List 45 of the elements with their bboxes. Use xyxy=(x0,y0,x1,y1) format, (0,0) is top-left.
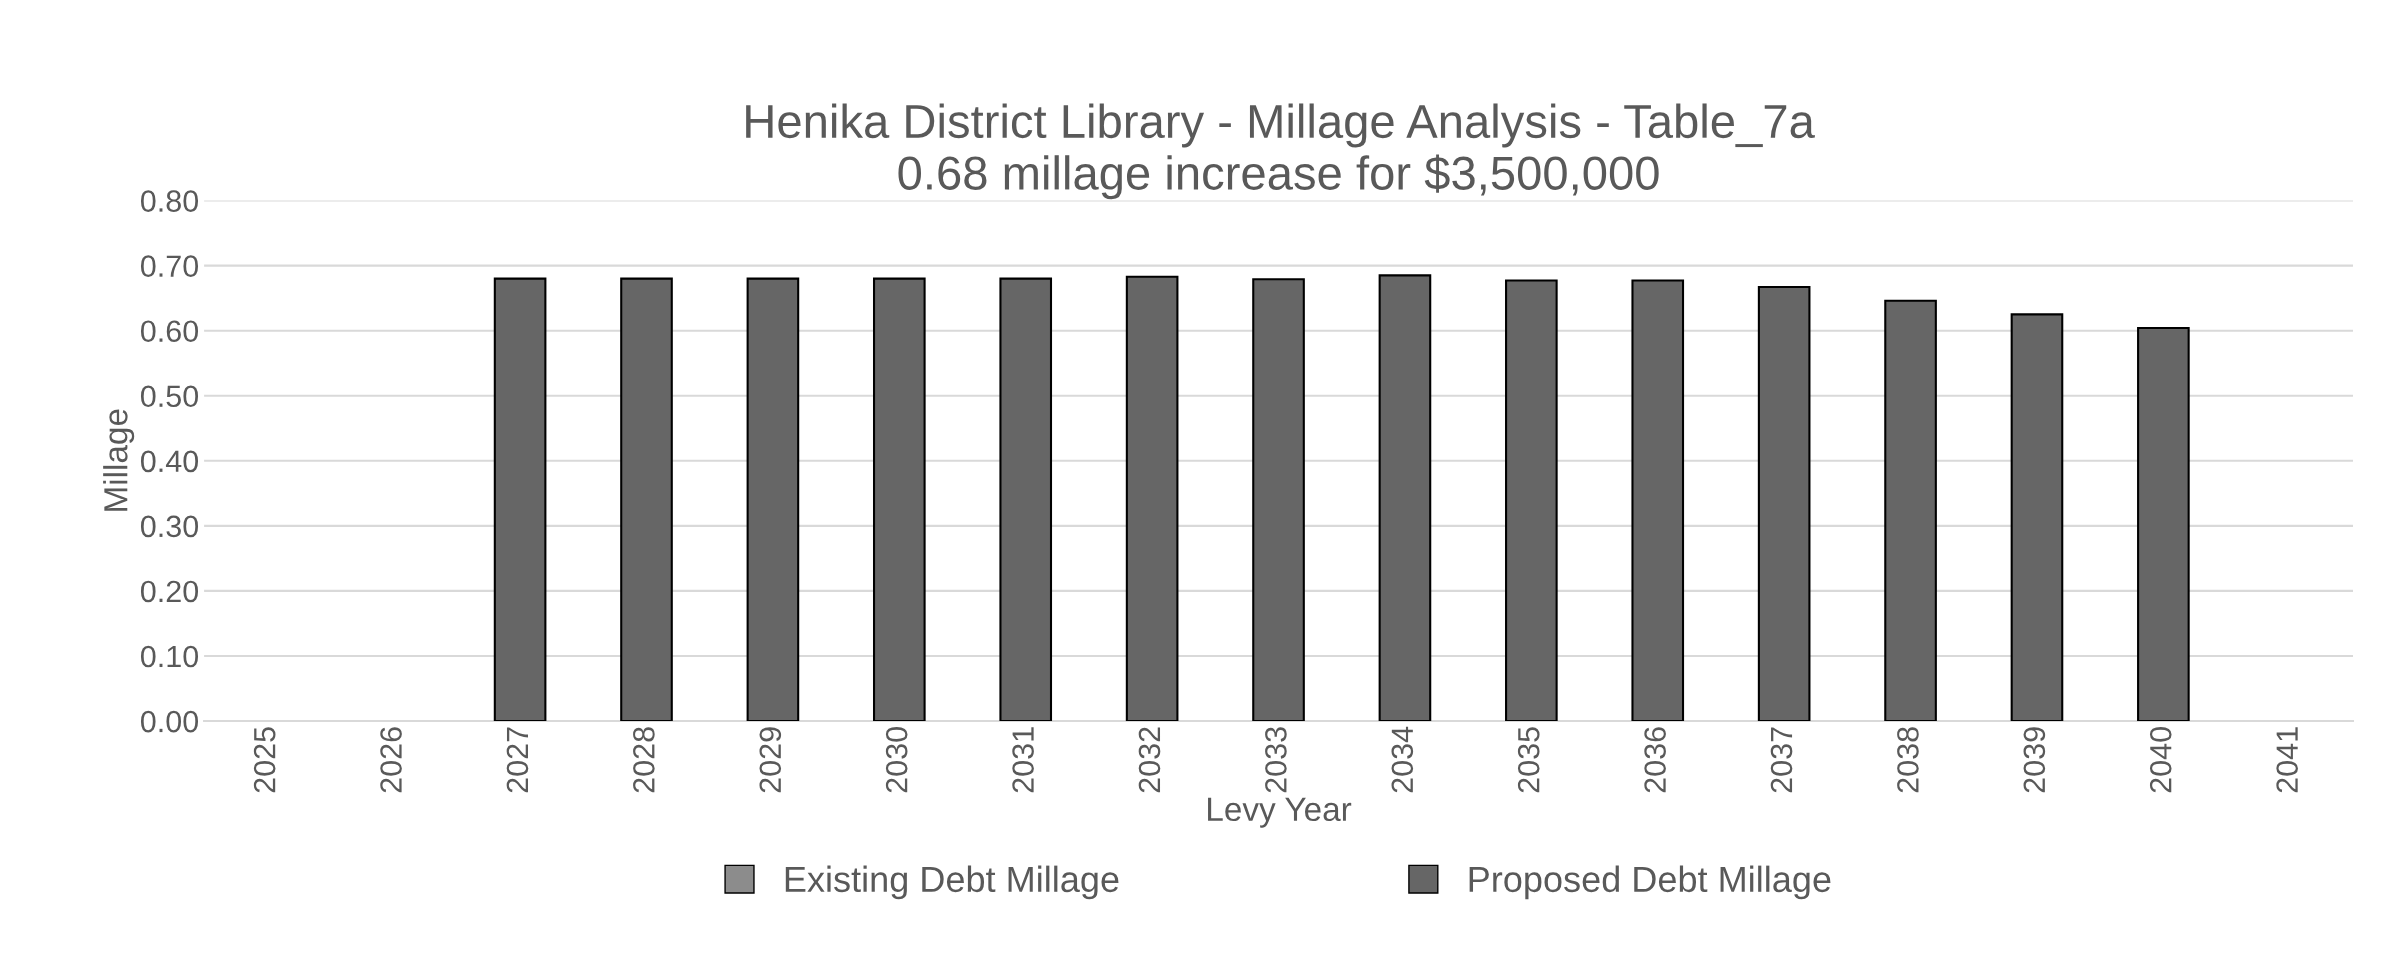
bar xyxy=(1884,299,1937,722)
x-tick-label: 2025 xyxy=(253,727,276,793)
x-tick-label: 2029 xyxy=(759,727,782,793)
y-tick-label: 0.10 xyxy=(140,645,199,668)
y-axis-title: Millage xyxy=(103,409,135,511)
y-tick-label: 0.40 xyxy=(140,450,199,473)
bar xyxy=(2137,327,2190,722)
x-tick-label: 2026 xyxy=(380,727,402,793)
bar xyxy=(1125,275,1179,722)
x-tick-label: 2036 xyxy=(1644,727,1666,793)
y-tick-label: 0.20 xyxy=(140,580,199,603)
bar xyxy=(620,277,673,722)
bar xyxy=(1378,274,1432,722)
bar xyxy=(2010,313,2064,722)
bar xyxy=(746,277,800,722)
x-tick-label: 2028 xyxy=(633,727,655,793)
x-tick-label: 2032 xyxy=(1138,727,1161,793)
bar xyxy=(1631,279,1685,722)
bar xyxy=(1505,279,1558,722)
x-tick-label: 2037 xyxy=(1770,727,1793,793)
y-tick-label: 0.30 xyxy=(140,515,199,538)
x-tick-label: 2040 xyxy=(2149,727,2172,793)
x-tick-label: 2034 xyxy=(1391,726,1414,793)
bar xyxy=(872,277,926,722)
bar xyxy=(493,277,547,722)
y-tick-label: 0.00 xyxy=(140,710,199,733)
y-tick-label: 0.50 xyxy=(140,385,199,408)
bar xyxy=(1757,286,1811,722)
y-tick-label: 0.60 xyxy=(140,320,199,343)
x-tick-label: 2035 xyxy=(1517,727,1540,793)
x-tick-label: 2027 xyxy=(506,727,529,793)
x-axis-title: Levy Year xyxy=(1208,797,1352,828)
y-tick-label: 0.70 xyxy=(140,255,199,277)
y-tick-label: 0.80 xyxy=(140,190,199,212)
x-tick-label: 2031 xyxy=(1012,727,1034,793)
legend-label: Existing Debt Millage xyxy=(785,865,1119,900)
x-tick-label: 2039 xyxy=(2023,727,2046,793)
x-tick-label: 2038 xyxy=(1897,727,1919,793)
bar xyxy=(999,277,1053,722)
x-tick-label: 2030 xyxy=(885,727,908,793)
legend-label: Proposed Debt Millage xyxy=(1469,865,1831,900)
x-tick-label: 2033 xyxy=(1265,727,1287,793)
x-tick-label: 2041 xyxy=(2276,727,2298,793)
chart-title: Henika District Library - Millage Analysis - Table_7a 0.68 millage increase for $3,500,000 xyxy=(746,103,1815,200)
bar xyxy=(1252,278,1305,722)
